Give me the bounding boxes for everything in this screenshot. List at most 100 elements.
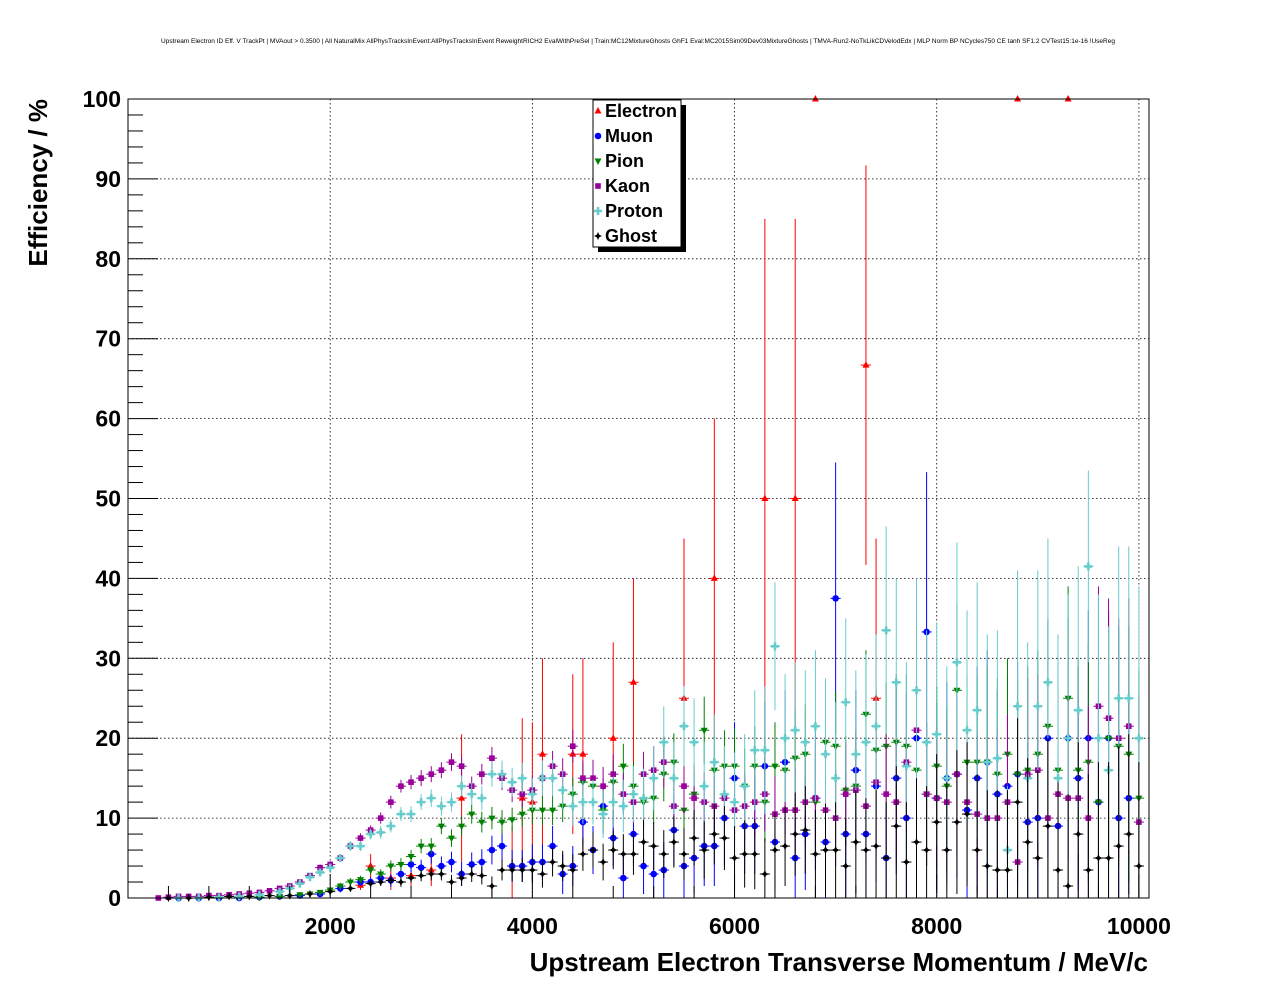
data-point: [214, 893, 223, 902]
data-point: [730, 854, 739, 863]
data-point: [519, 791, 526, 797]
data-point: [346, 842, 355, 851]
data-point: [710, 758, 719, 767]
data-point: [528, 790, 537, 799]
y-tick-label: 20: [95, 725, 121, 751]
data-point: [438, 862, 445, 870]
data-point: [1064, 882, 1073, 891]
data-point: [1033, 702, 1042, 711]
legend-label-ghost: Ghost: [605, 226, 657, 246]
y-tick-label: 40: [95, 565, 121, 591]
data-point: [558, 786, 567, 795]
data-point: [376, 828, 385, 837]
data-point: [679, 722, 688, 731]
data-point: [821, 750, 830, 759]
data-point: [791, 830, 800, 839]
data-point: [548, 774, 557, 783]
data-point: [952, 818, 961, 827]
data-point: [619, 763, 627, 771]
legend-label-electron: Electron: [605, 101, 677, 121]
data-point: [346, 884, 355, 893]
data-point: [427, 870, 436, 879]
x-tick-label: 6000: [709, 913, 760, 939]
data-point: [1054, 866, 1063, 875]
data-point: [710, 830, 719, 839]
data-point: [407, 810, 416, 819]
data-point: [478, 819, 486, 827]
data-point: [650, 870, 657, 878]
data-point: [963, 810, 972, 819]
data-point: [595, 183, 601, 189]
data-point: [488, 815, 496, 823]
y-tick-label: 10: [95, 805, 121, 831]
data-point: [1033, 854, 1042, 863]
data-point: [993, 754, 1002, 763]
data-point: [700, 727, 708, 735]
data-point: [437, 823, 445, 831]
data-point: [1074, 706, 1083, 715]
data-point: [589, 846, 598, 855]
data-point: [599, 858, 608, 867]
data-point: [265, 891, 274, 900]
data-point: [468, 811, 476, 819]
data-point: [720, 834, 729, 843]
data-point: [821, 846, 830, 855]
axes: 2000 4000 6000 8000 10000 0 10 20 30 40 50 60 70 80 90…: [83, 86, 1171, 939]
series-kaon: [153, 586, 1144, 901]
data-point: [317, 864, 323, 871]
data-point: [831, 846, 840, 855]
data-point: [377, 871, 385, 879]
data-point: [1054, 774, 1063, 783]
data-point: [993, 866, 1002, 875]
data-point: [448, 759, 455, 765]
data-point: [367, 867, 375, 875]
data-point: [690, 834, 699, 843]
data-point: [942, 846, 951, 855]
data-point: [883, 791, 889, 797]
data-point: [740, 850, 749, 859]
data-point: [398, 783, 404, 789]
data-point: [710, 574, 718, 581]
data-point: [336, 883, 344, 891]
data-point: [1013, 702, 1022, 711]
data-point: [952, 658, 961, 667]
data-point: [467, 790, 476, 799]
data-point: [872, 722, 881, 731]
legend-label-muon: Muon: [605, 126, 653, 146]
y-axis-title: Efficiency / %: [23, 99, 53, 267]
data-point: [255, 890, 264, 899]
data-point: [912, 838, 921, 847]
data-point: [1114, 694, 1123, 703]
data-point: [357, 835, 364, 841]
data-point: [447, 878, 456, 887]
data-point: [681, 783, 687, 789]
data-point: [386, 822, 395, 831]
data-point: [861, 738, 870, 747]
data-point: [781, 842, 790, 851]
data-point: [861, 846, 870, 855]
x-tick-label: 2000: [305, 913, 356, 939]
data-point: [487, 770, 496, 779]
data-point: [619, 802, 628, 811]
data-point: [1104, 854, 1113, 863]
data-point: [691, 795, 697, 801]
data-point: [417, 843, 425, 851]
data-point: [558, 862, 567, 871]
y-tick-label: 100: [83, 86, 121, 112]
data-point: [760, 870, 769, 879]
data-point: [801, 738, 810, 747]
x-tick-label: 8000: [911, 913, 962, 939]
data-point: [538, 750, 546, 757]
data-point: [659, 738, 668, 747]
data-point: [477, 871, 486, 880]
data-point: [831, 774, 840, 783]
data-point: [408, 779, 414, 785]
legend-label-kaon: Kaon: [605, 176, 650, 196]
y-tick-label: 80: [95, 246, 121, 272]
data-point: [1094, 734, 1103, 743]
data-point: [1134, 734, 1143, 743]
data-point: [326, 863, 335, 872]
data-point: [750, 746, 759, 755]
data-point: [508, 866, 517, 875]
y-tick-label: 50: [95, 486, 121, 512]
